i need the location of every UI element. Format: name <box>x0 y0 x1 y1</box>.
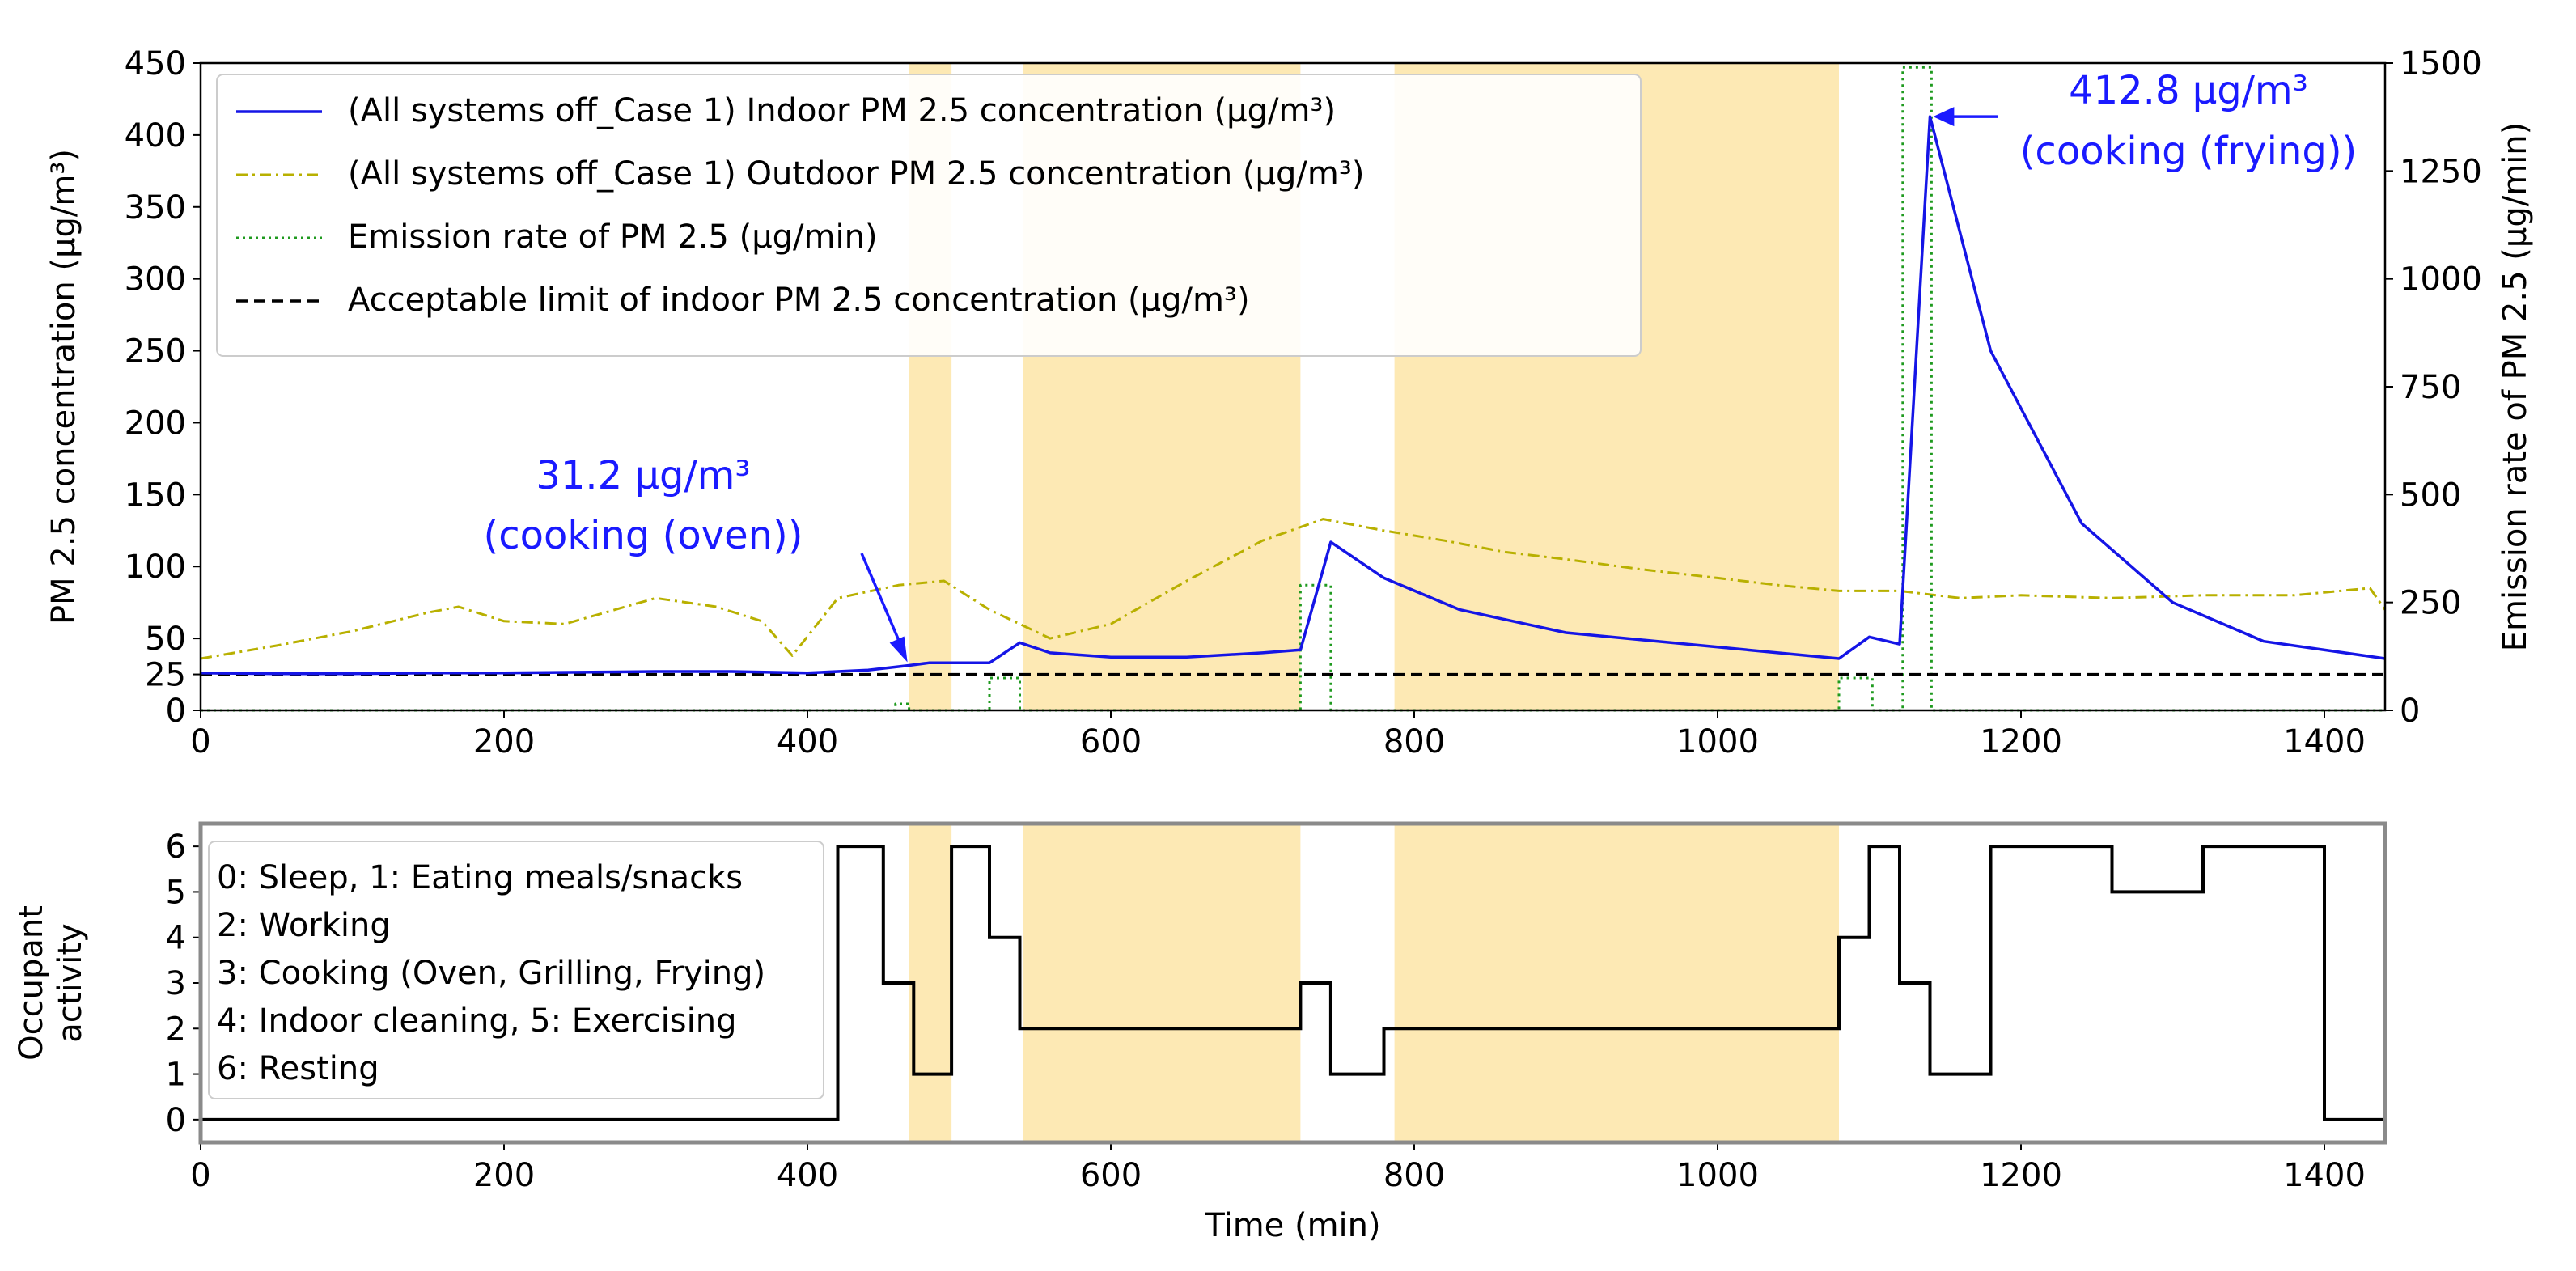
bottom-ytick-label: 6 <box>166 828 186 866</box>
annotation-oven-label: (cooking (oven)) <box>483 513 803 558</box>
top-panel: 0 200 400 600 800 1000 1200 1400025501001502002… <box>45 45 2534 760</box>
top-ytick-left-label: 300 <box>125 261 186 299</box>
top-ylabel-right: Emission rate of PM 2.5 (μg/min) <box>2497 122 2534 652</box>
top-xtick-label: 1400 <box>2283 723 2366 760</box>
bottom-ylabel-line-2: activity <box>52 923 89 1042</box>
top-axes: 0 200 400 600 800 1000 1200 1400025501001502002… <box>125 45 2482 760</box>
top-ytick-left-label: 100 <box>125 549 186 586</box>
activity-legend-line: 4: Indoor cleaning, 5: Exercising <box>217 1002 736 1040</box>
bottom-shaded-interval-0 <box>909 824 952 1142</box>
top-ytick-left-label: 400 <box>125 117 186 155</box>
top-ytick-left-label: 0 <box>166 693 186 730</box>
top-series <box>200 66 2387 712</box>
bottom-plot-frame <box>198 821 2387 1145</box>
annotation-oven-value: 31.2 μg/m³ <box>536 453 750 498</box>
top-xtick-label: 0 <box>190 723 210 760</box>
top-ytick-left-label: 200 <box>125 405 186 442</box>
annotation-oven-arrow <box>860 553 905 650</box>
legend-label-limit: Acceptable limit of indoor PM 2.5 concen… <box>348 282 1250 319</box>
series-line-emission <box>201 66 2385 712</box>
top-ytick-left-label: 350 <box>125 189 186 227</box>
activity-legend-line: 3: Cooking (Oven, Grilling, Frying) <box>217 955 765 992</box>
bottom-series <box>201 845 2385 1121</box>
bottom-ytick-label: 5 <box>166 874 186 911</box>
series-line-indoor <box>200 115 2386 676</box>
activity-legend-line: 0: Sleep, 1: Eating meals/snacks <box>217 859 743 896</box>
bottom-xtick-label: 600 <box>1080 1157 1142 1194</box>
top-ytick-left-label: 50 <box>145 621 186 658</box>
bottom-ylabel-line-1: Occupant <box>13 905 50 1061</box>
bottom-xtick-label: 0 <box>190 1157 210 1194</box>
top-ytick-right-label: 1500 <box>2400 45 2482 83</box>
top-xtick-label: 400 <box>777 723 838 760</box>
bottom-ytick-label: 1 <box>166 1057 186 1094</box>
top-ylabel-left: PM 2.5 concentration (μg/m³) <box>45 149 83 625</box>
top-ytick-right-label: 1250 <box>2400 153 2482 190</box>
legend-label-emission: Emission rate of PM 2.5 (μg/min) <box>348 218 878 256</box>
bottom-legend: 0: Sleep, 1: Eating meals/snacks 2: Worki… <box>208 841 824 1099</box>
legend-label-indoor: (All systems off_Case 1) Indoor PM 2.5 c… <box>348 92 1336 129</box>
series-line-outdoor <box>200 518 2387 660</box>
annotation-oven-arrowhead <box>889 636 908 663</box>
annotation-frying-arrowhead <box>1933 107 1955 127</box>
bottom-ytick-label: 4 <box>166 920 186 957</box>
bottom-xtick-label: 1000 <box>1676 1157 1759 1194</box>
annotation-frying-label: (cooking (frying)) <box>2020 129 2358 174</box>
top-xtick-label: 800 <box>1383 723 1445 760</box>
bottom-xtick-label: 800 <box>1383 1157 1445 1194</box>
bottom-axes: 0 200 400 600 800 1000 1200 1400 0 1 2 3 4 5 6 <box>166 828 2366 1194</box>
activity-legend-box <box>208 841 824 1099</box>
top-ytick-right-label: 0 <box>2400 693 2420 730</box>
bottom-shaded-interval-2 <box>1394 824 1839 1142</box>
top-ytick-left-label: 25 <box>145 657 186 694</box>
activity-legend-line: 2: Working <box>217 907 391 944</box>
top-ytick-left-label: 450 <box>125 45 186 83</box>
bottom-xlabel: Time (min) <box>1204 1207 1380 1244</box>
top-xtick-label: 1200 <box>1980 723 2062 760</box>
bottom-shaded-interval-1 <box>1023 824 1301 1142</box>
legend-box <box>216 74 1642 357</box>
bottom-xtick-label: 400 <box>777 1157 838 1194</box>
top-ytick-right-label: 750 <box>2400 369 2461 406</box>
bottom-panel: 0 200 400 600 800 1000 1200 1400 0 1 2 3 4 5 6 0: Slee… <box>13 821 2387 1244</box>
top-ytick-right-label: 500 <box>2400 477 2461 514</box>
series-line-activity <box>201 845 2385 1121</box>
bottom-ytick-label: 3 <box>166 965 186 1002</box>
top-legend: (All systems off_Case 1) Indoor PM 2.5 c… <box>216 74 1642 357</box>
top-plot-frame <box>199 61 2387 712</box>
top-ytick-right-label: 250 <box>2400 585 2461 622</box>
top-ytick-right-label: 1000 <box>2400 261 2482 299</box>
legend-label-outdoor: (All systems off_Case 1) Outdoor PM 2.5 … <box>348 155 1364 193</box>
top-xtick-label: 200 <box>473 723 535 760</box>
top-ytick-left-label: 150 <box>125 477 186 514</box>
bottom-ytick-label: 2 <box>166 1010 186 1048</box>
activity-legend-line: 6: Resting <box>217 1050 379 1087</box>
bottom-xtick-label: 1400 <box>2283 1157 2366 1194</box>
bottom-xtick-label: 1200 <box>1980 1157 2062 1194</box>
annotation-frying-value: 412.8 μg/m³ <box>2069 68 2308 113</box>
top-annotations: 31.2 μg/m³ (cooking (oven)) 412.8 μg/m³ (co… <box>483 68 2357 663</box>
bottom-xtick-label: 200 <box>473 1157 535 1194</box>
bottom-ytick-label: 0 <box>166 1102 186 1139</box>
top-ytick-left-label: 250 <box>125 333 186 371</box>
bottom-shaded-intervals <box>909 824 1839 1142</box>
top-xtick-label: 1000 <box>1676 723 1759 760</box>
top-xtick-label: 600 <box>1080 723 1142 760</box>
